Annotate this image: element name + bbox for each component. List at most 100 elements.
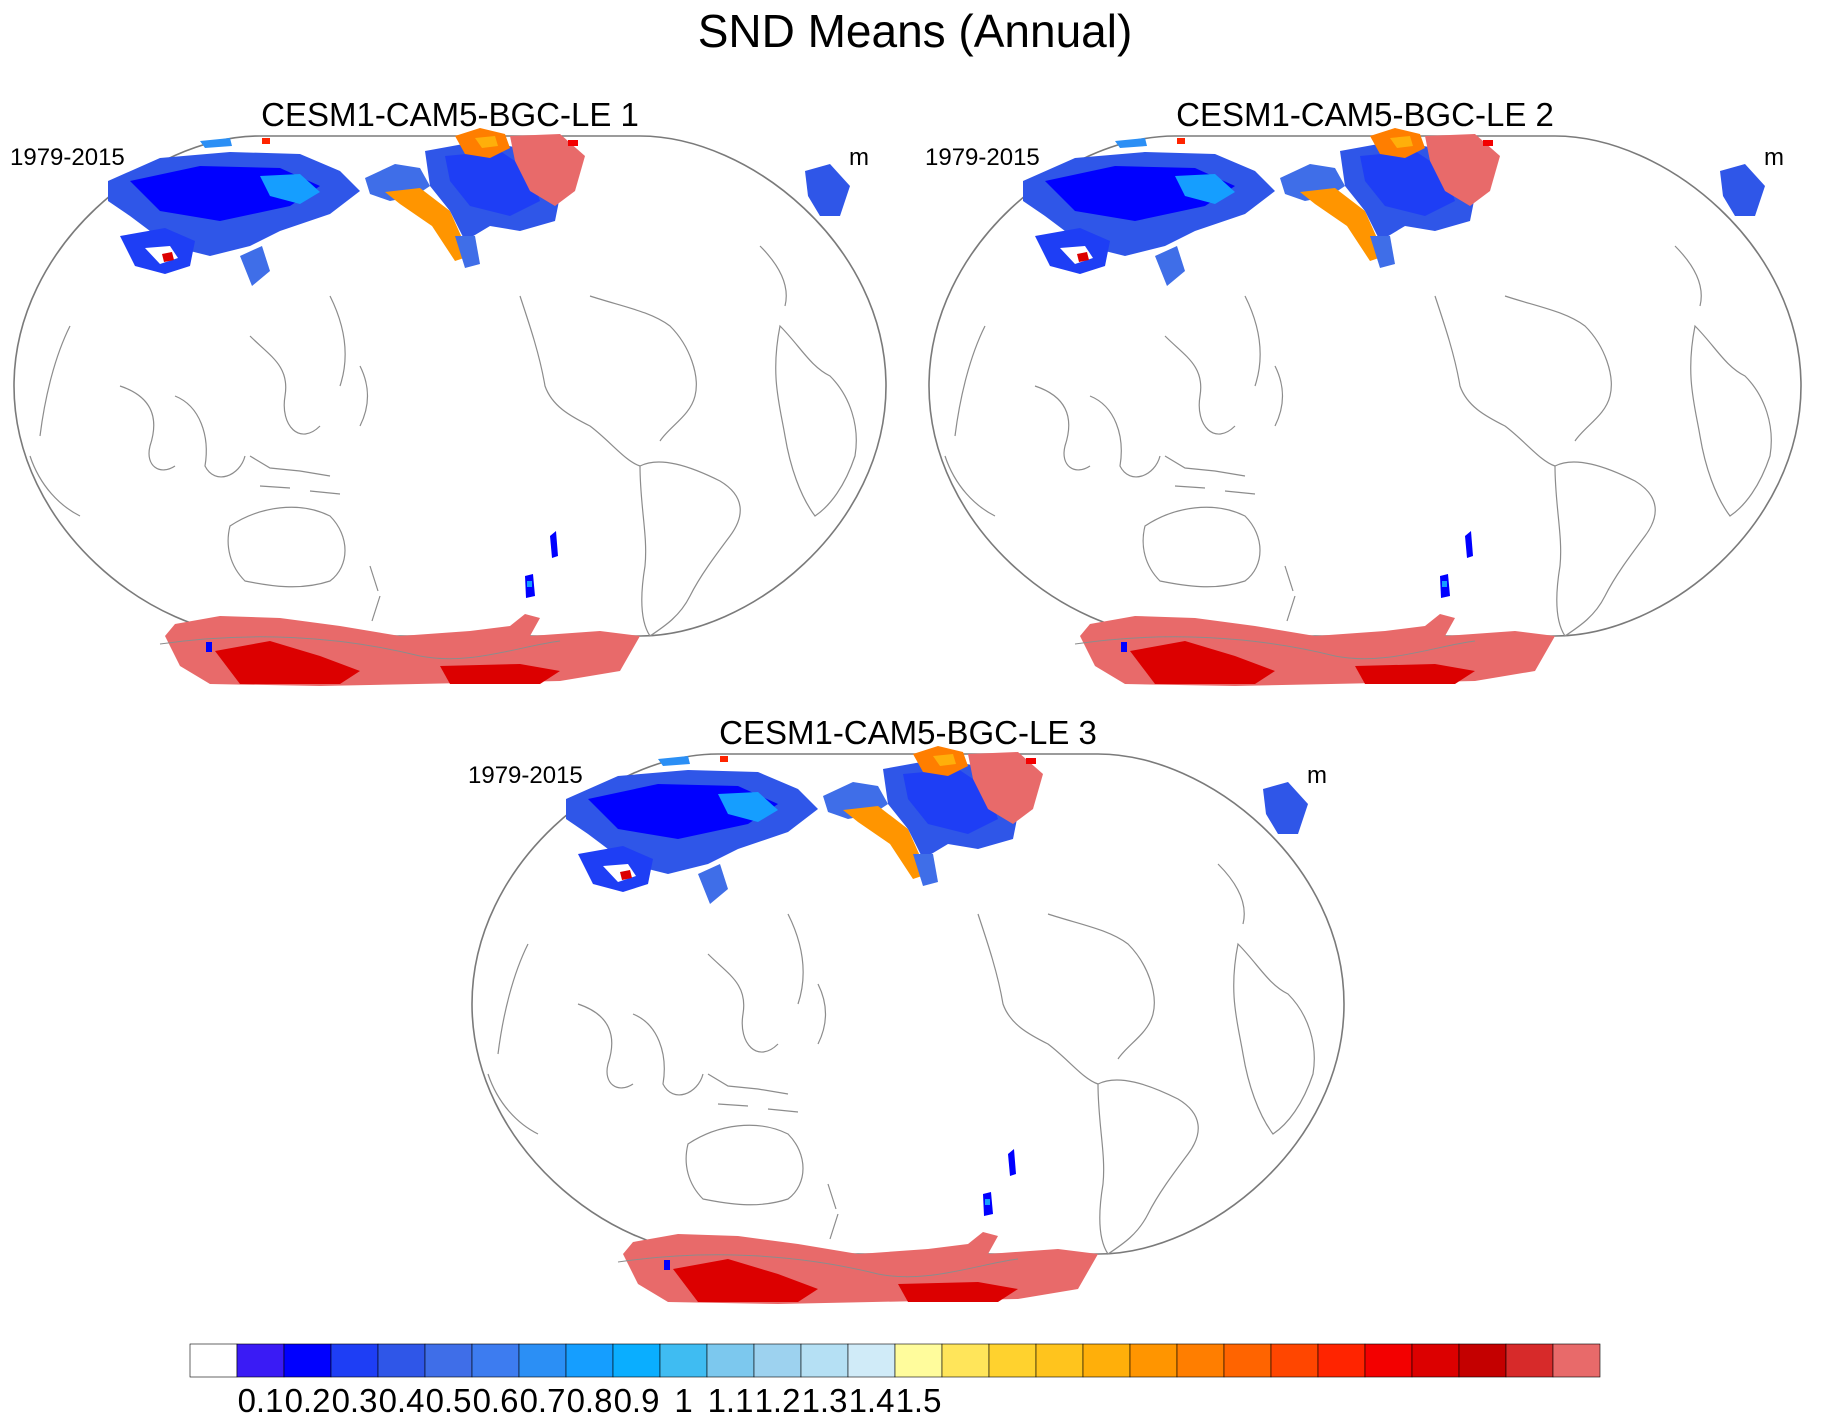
snow-fields: [566, 746, 1308, 1304]
coastlines: [944, 245, 1772, 637]
colorbar-box: [1176, 1343, 1225, 1378]
colorbar-label: 1.5: [896, 1382, 942, 1419]
antarctica-coast: [617, 1254, 1019, 1278]
snow-severnaya-zemlya: [720, 756, 728, 762]
colorbar-label: 1.3: [802, 1382, 848, 1419]
panel-period: 1979-2015: [925, 144, 1040, 171]
snow-northeast-china: [240, 246, 270, 286]
panel-title: CESM1-CAM5-BGC-LE 3: [719, 714, 1097, 751]
colorbar: 0.1 0.2 0.3 0.4 0.5 0.6 0.7 0.8 0.9 1 1.1 1.2 1.3 1.4…: [189, 1343, 1601, 1419]
colorbar-box: [894, 1343, 943, 1378]
snow-novaya-zemlya: [658, 756, 690, 766]
coastline: [119, 385, 176, 471]
coastline: [519, 295, 641, 467]
panel-period: 1979-2015: [10, 144, 125, 171]
colorbar-box: [1505, 1343, 1554, 1378]
snow-svalbard: [568, 140, 578, 146]
snow-antarctica-east: [898, 1282, 1018, 1302]
colorbar-box: [612, 1343, 661, 1378]
antarctica-coast: [1074, 636, 1476, 660]
colorbar-box: [941, 1343, 990, 1378]
snow-scandinavia: [1263, 782, 1308, 834]
coastline: [707, 953, 779, 1053]
coastline: [1434, 295, 1556, 467]
snow-tibet-peak: [1077, 252, 1089, 262]
coastline: [685, 1124, 804, 1206]
snow-northeast-china: [1155, 246, 1185, 286]
colorbar-label: 0.7: [520, 1382, 566, 1419]
colorbar-label: 0.1: [238, 1382, 284, 1419]
colorbar-box: [1411, 1343, 1460, 1378]
snow-andes-patagonia: [985, 1199, 990, 1205]
coastline: [577, 1003, 634, 1089]
colorbar-label: 0.6: [473, 1382, 519, 1419]
coastlines: [487, 863, 1315, 1255]
colorbar-box: [189, 1343, 238, 1378]
coastline: [329, 295, 369, 427]
coastline: [1089, 395, 1161, 478]
colorbar-box: [424, 1343, 473, 1378]
snow-greenland: [510, 134, 585, 206]
figure-title: SND Means (Annual): [697, 5, 1133, 57]
coastline: [249, 455, 341, 495]
coastline: [29, 325, 81, 517]
snow-novaya-zemlya: [200, 138, 232, 148]
panel-title: CESM1-CAM5-BGC-LE 1: [261, 96, 639, 133]
snow-severnaya-zemlya: [1177, 138, 1185, 144]
colorbar-box: [236, 1343, 285, 1378]
colorbar-label: 1: [674, 1382, 692, 1419]
colorbar-box: [1129, 1343, 1178, 1378]
coastline: [1504, 295, 1612, 442]
coastline: [1097, 1079, 1199, 1255]
colorbar-label: 0.3: [332, 1382, 378, 1419]
panel-title: CESM1-CAM5-BGC-LE 2: [1176, 96, 1554, 133]
colorbar-box: [471, 1343, 520, 1378]
snow-tibet-peak: [162, 252, 174, 262]
colorbar-box: [753, 1343, 802, 1378]
snow-tibet-peak: [620, 870, 632, 880]
colorbar-box: [518, 1343, 567, 1378]
colorbar-box: [330, 1343, 379, 1378]
coastline: [487, 943, 539, 1135]
colorbar-box: [1035, 1343, 1084, 1378]
coastline: [639, 461, 741, 637]
colorbar-box: [800, 1343, 849, 1378]
map-panel-3: CESM1-CAM5-BGC-LE 3 1979-2015 m: [458, 714, 1358, 1304]
coastline: [1164, 335, 1236, 435]
colorbar-box: [1364, 1343, 1413, 1378]
colorbar-label: 0.4: [379, 1382, 425, 1419]
coastline: [827, 1183, 839, 1240]
coastline: [1034, 385, 1091, 471]
snow-scandinavia: [805, 164, 850, 216]
snow-arctic-archipelago-inner: [1390, 136, 1413, 148]
coastline: [1674, 245, 1702, 307]
map-panel-1: CESM1-CAM5-BGC-LE 1 1979-2015 m: [0, 96, 900, 686]
snow-rockies: [913, 854, 938, 886]
colorbar-box: [565, 1343, 614, 1378]
snow-andes-north: [550, 531, 558, 558]
colorbar-box: [659, 1343, 708, 1378]
snow-alaska-coast: [1300, 188, 1385, 261]
coastline: [1244, 295, 1284, 427]
snow-svalbard: [1483, 140, 1493, 146]
snow-greenland: [1425, 134, 1500, 206]
snow-rockies: [1370, 236, 1395, 268]
snow-alaska-coast: [843, 806, 928, 879]
snow-fields: [1023, 128, 1765, 686]
antarctica-coast: [159, 636, 561, 660]
coastline: [632, 1013, 704, 1096]
coastline: [1690, 324, 1772, 517]
coastline: [1164, 455, 1256, 495]
snow-novaya-zemlya: [1115, 138, 1147, 148]
panel-period: 1979-2015: [468, 762, 583, 789]
snow-alaska-coast: [385, 188, 470, 261]
coastline: [759, 245, 787, 307]
snow-canada-core: [903, 769, 998, 834]
colorbar-box: [283, 1343, 332, 1378]
snow-antarctica-dot: [1121, 642, 1127, 652]
panel-units: m: [1764, 144, 1784, 171]
snow-siberia-east: [260, 174, 320, 204]
coastline: [1233, 942, 1315, 1135]
coastline: [944, 325, 996, 517]
colorbar-box: [1082, 1343, 1131, 1378]
